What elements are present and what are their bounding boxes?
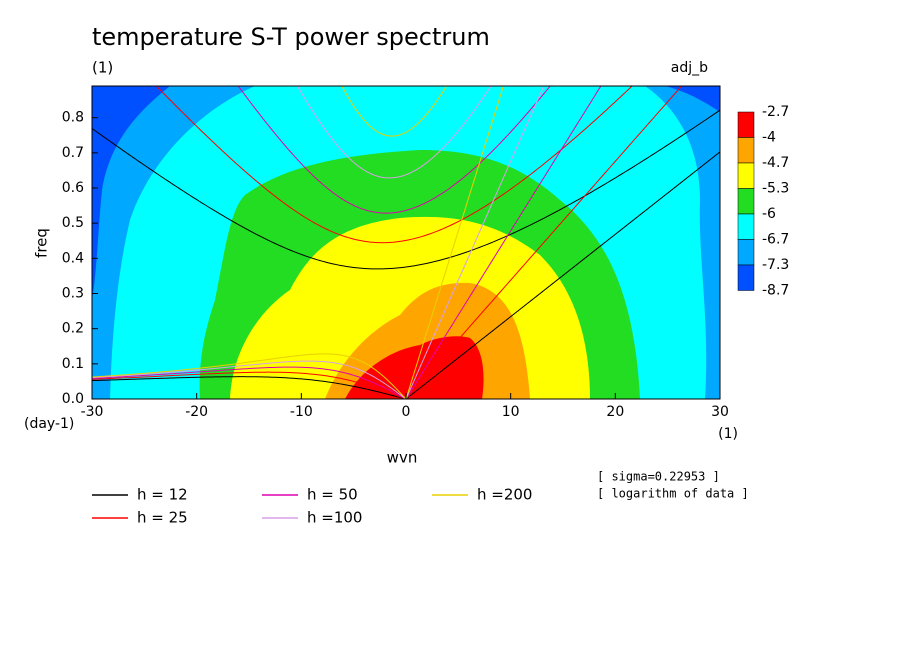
- colorbar-label: -4: [762, 130, 776, 146]
- dispersion-curve: [405, 86, 545, 399]
- x-tick-label: 20: [606, 404, 624, 420]
- y-tick-label: 0.0: [62, 391, 84, 407]
- x-axis-unit: (1): [718, 426, 738, 442]
- contour-region: [92, 86, 170, 300]
- legend-label: h = 25: [137, 509, 188, 527]
- colorbar-label: -4.7: [762, 155, 789, 171]
- colorbar-box: [737, 137, 755, 164]
- colorbar-box: [737, 188, 755, 215]
- contour-region: [345, 336, 484, 399]
- tag: adj_b: [671, 60, 708, 76]
- dispersion-curve: [92, 371, 407, 399]
- x-tick-label: 0: [402, 404, 411, 420]
- x-tick-label: -10: [290, 404, 313, 420]
- dispersion-curve: [405, 86, 683, 399]
- legend-label: h =100: [307, 509, 362, 527]
- x-tick-label: -20: [185, 404, 208, 420]
- colorbar-label: -2.7: [762, 104, 789, 120]
- note: [ sigma=0.22953 ]: [597, 470, 720, 484]
- colorbar-label: -5.3: [762, 181, 789, 197]
- colorbar-box: [737, 213, 755, 240]
- chart-title: temperature S-T power spectrum: [92, 23, 490, 51]
- dispersion-curve: [405, 86, 504, 399]
- y-tick-label: 0.1: [62, 356, 84, 372]
- dispersion-curve: [296, 86, 492, 179]
- note: [ logarithm of data ]: [597, 487, 749, 501]
- y-axis-unit: (day-1): [24, 416, 74, 432]
- legend-label: h = 12: [137, 486, 188, 504]
- dispersion-curve: [92, 366, 407, 399]
- x-tick-label: 30: [711, 404, 729, 420]
- y-tick-label: 0.8: [62, 110, 84, 126]
- subtitle: (1): [92, 59, 113, 77]
- colorbar-box: [737, 162, 755, 189]
- y-tick-label: 0.5: [62, 215, 84, 231]
- y-axis-label: freq: [33, 228, 51, 258]
- dispersion-curve: [92, 376, 407, 399]
- x-axis-label: wvn: [387, 449, 418, 467]
- dispersion-curves: [92, 86, 720, 399]
- colorbar-label: -6: [762, 206, 776, 222]
- y-tick-label: 0.6: [62, 180, 84, 196]
- colorbar-box: [737, 239, 755, 266]
- dispersion-curve: [92, 109, 720, 270]
- colorbar-label: -8.7: [762, 283, 789, 299]
- x-tick-label: 10: [502, 404, 520, 420]
- colorbar-box: [737, 111, 755, 138]
- dispersion-curve: [92, 360, 407, 399]
- y-tick-label: 0.7: [62, 145, 84, 161]
- y-tick-label: 0.4: [62, 250, 84, 266]
- dispersion-curve: [92, 353, 407, 399]
- legend-label: h = 50: [307, 486, 358, 504]
- colorbar-label: -6.7: [762, 232, 789, 248]
- x-tick-label: -30: [81, 404, 104, 420]
- colorbar-label: -7.3: [762, 257, 789, 273]
- dispersion-curve: [341, 86, 448, 137]
- legend-label: h =200: [477, 486, 532, 504]
- dispersion-curve: [155, 86, 633, 244]
- dispersion-curve: [237, 86, 551, 214]
- dispersion-curve: [405, 151, 720, 399]
- dispersion-curve: [405, 86, 602, 399]
- y-tick-label: 0.3: [62, 285, 84, 301]
- y-tick-label: 0.2: [62, 321, 84, 337]
- colorbar-box: [737, 264, 755, 291]
- contour-region: [665, 86, 720, 112]
- contour-fills: [92, 86, 720, 399]
